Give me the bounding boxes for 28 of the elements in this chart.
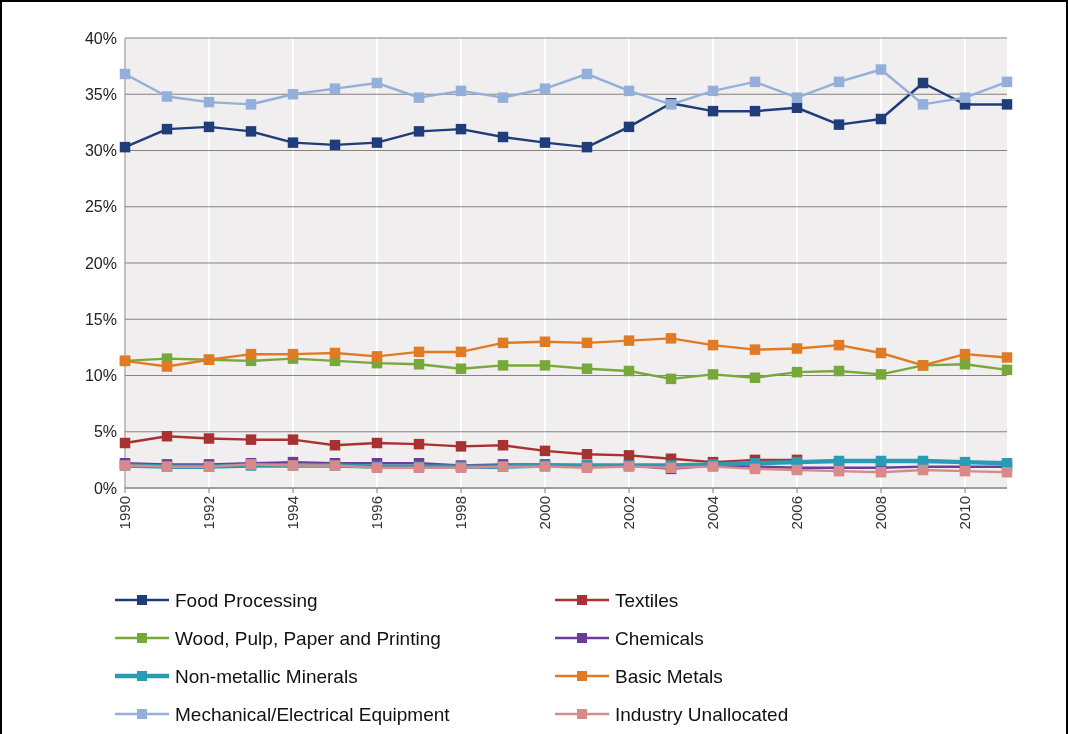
legend-label: Food Processing: [175, 589, 318, 611]
y-tick-label: 30%: [84, 142, 117, 160]
x-tick-label: 2008: [872, 496, 890, 530]
legend-label: Industry Unallocated: [615, 703, 789, 725]
y-tick-label: 20%: [84, 254, 117, 272]
x-tick-label: 2006: [788, 496, 806, 530]
x-tick-label: 2000: [536, 496, 554, 530]
x-tick-label: 2004: [704, 496, 722, 530]
y-tick-label: 5%: [93, 423, 117, 441]
y-tick-label: 0%: [93, 479, 117, 497]
legend-label: Chemicals: [615, 627, 704, 649]
legend-label: Mechanical/Electrical Equipment: [175, 703, 451, 725]
x-tick-label: 1996: [368, 496, 386, 530]
x-tick-label: 1994: [284, 496, 302, 530]
legend-label: Basic Metals: [615, 665, 723, 687]
y-tick-label: 25%: [84, 198, 117, 216]
y-tick-label: 35%: [84, 85, 117, 103]
y-tick-label: 10%: [84, 367, 117, 385]
x-tick-label: 2010: [956, 496, 974, 530]
y-tick-label: 40%: [84, 29, 117, 47]
y-tick-label: 15%: [84, 310, 117, 328]
x-tick-label: 1998: [452, 496, 470, 530]
legend-label: Wood, Pulp, Paper and Printing: [175, 627, 441, 649]
x-tick-label: 1992: [200, 496, 218, 530]
legend-label: Non-metallic Minerals: [175, 665, 358, 687]
x-tick-label: 2002: [620, 496, 638, 530]
x-tick-label: 1990: [116, 496, 134, 530]
legend-label: Textiles: [615, 589, 679, 611]
